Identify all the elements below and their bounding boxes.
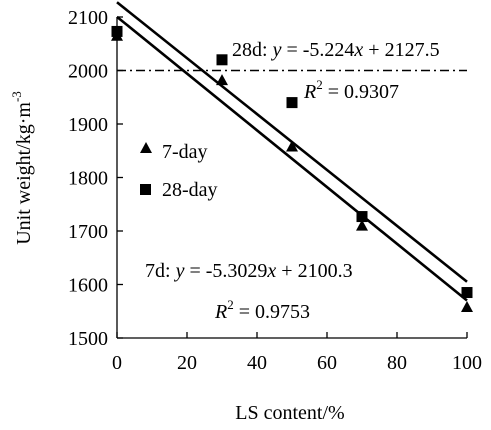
legend-7day-label: 7-day <box>162 141 208 163</box>
point-7day <box>461 300 473 312</box>
y-tick-label: 1700 <box>68 221 108 243</box>
r-squared-7d: R2 = 0.9753 <box>214 297 310 323</box>
point-28day <box>111 25 123 37</box>
legend-28day-marker <box>140 184 151 195</box>
x-tick-label: 40 <box>247 352 267 374</box>
fit-line-7day <box>116 15 468 302</box>
x-tick-label: 60 <box>317 352 337 374</box>
tick-labels: 1500 1600 1700 1800 1900 2000 2100 0 20 40 60 80 100 <box>68 7 482 374</box>
data-points <box>111 25 473 312</box>
x-tick-label: 100 <box>452 352 482 374</box>
x-tick-label: 80 <box>387 352 407 374</box>
y-tick-label: 1800 <box>68 168 108 190</box>
r-squared-28d: R2 = 0.9307 <box>303 77 399 103</box>
y-tick-label: 2100 <box>68 7 108 29</box>
point-28day <box>461 287 473 299</box>
y-axis-title: Unit weight/kg·m-3 <box>9 91 35 245</box>
x-axis-title: LS content/% <box>235 402 344 424</box>
axes <box>116 16 468 339</box>
point-28day <box>356 211 368 223</box>
legend-7day-marker <box>140 142 152 153</box>
x-tick-label: 0 <box>112 352 122 374</box>
legend: 7-day 28-day <box>140 141 218 201</box>
point-7day <box>216 74 228 86</box>
y-tick-label: 2000 <box>68 61 108 83</box>
y-tick-label: 1600 <box>68 275 108 297</box>
point-7day <box>356 219 368 231</box>
legend-28day-label: 28-day <box>162 179 218 201</box>
point-28day <box>286 97 298 109</box>
x-tick-label: 20 <box>177 352 197 374</box>
equation-28d: 28d: y = -5.224x + 2127.5 <box>232 39 440 61</box>
y-tick-label: 1500 <box>68 328 108 350</box>
equation-7d: 7d: y = -5.3029x + 2100.3 <box>145 260 353 282</box>
point-7day <box>286 140 298 152</box>
point-28day <box>216 54 228 66</box>
y-tick-label: 1900 <box>68 114 108 136</box>
